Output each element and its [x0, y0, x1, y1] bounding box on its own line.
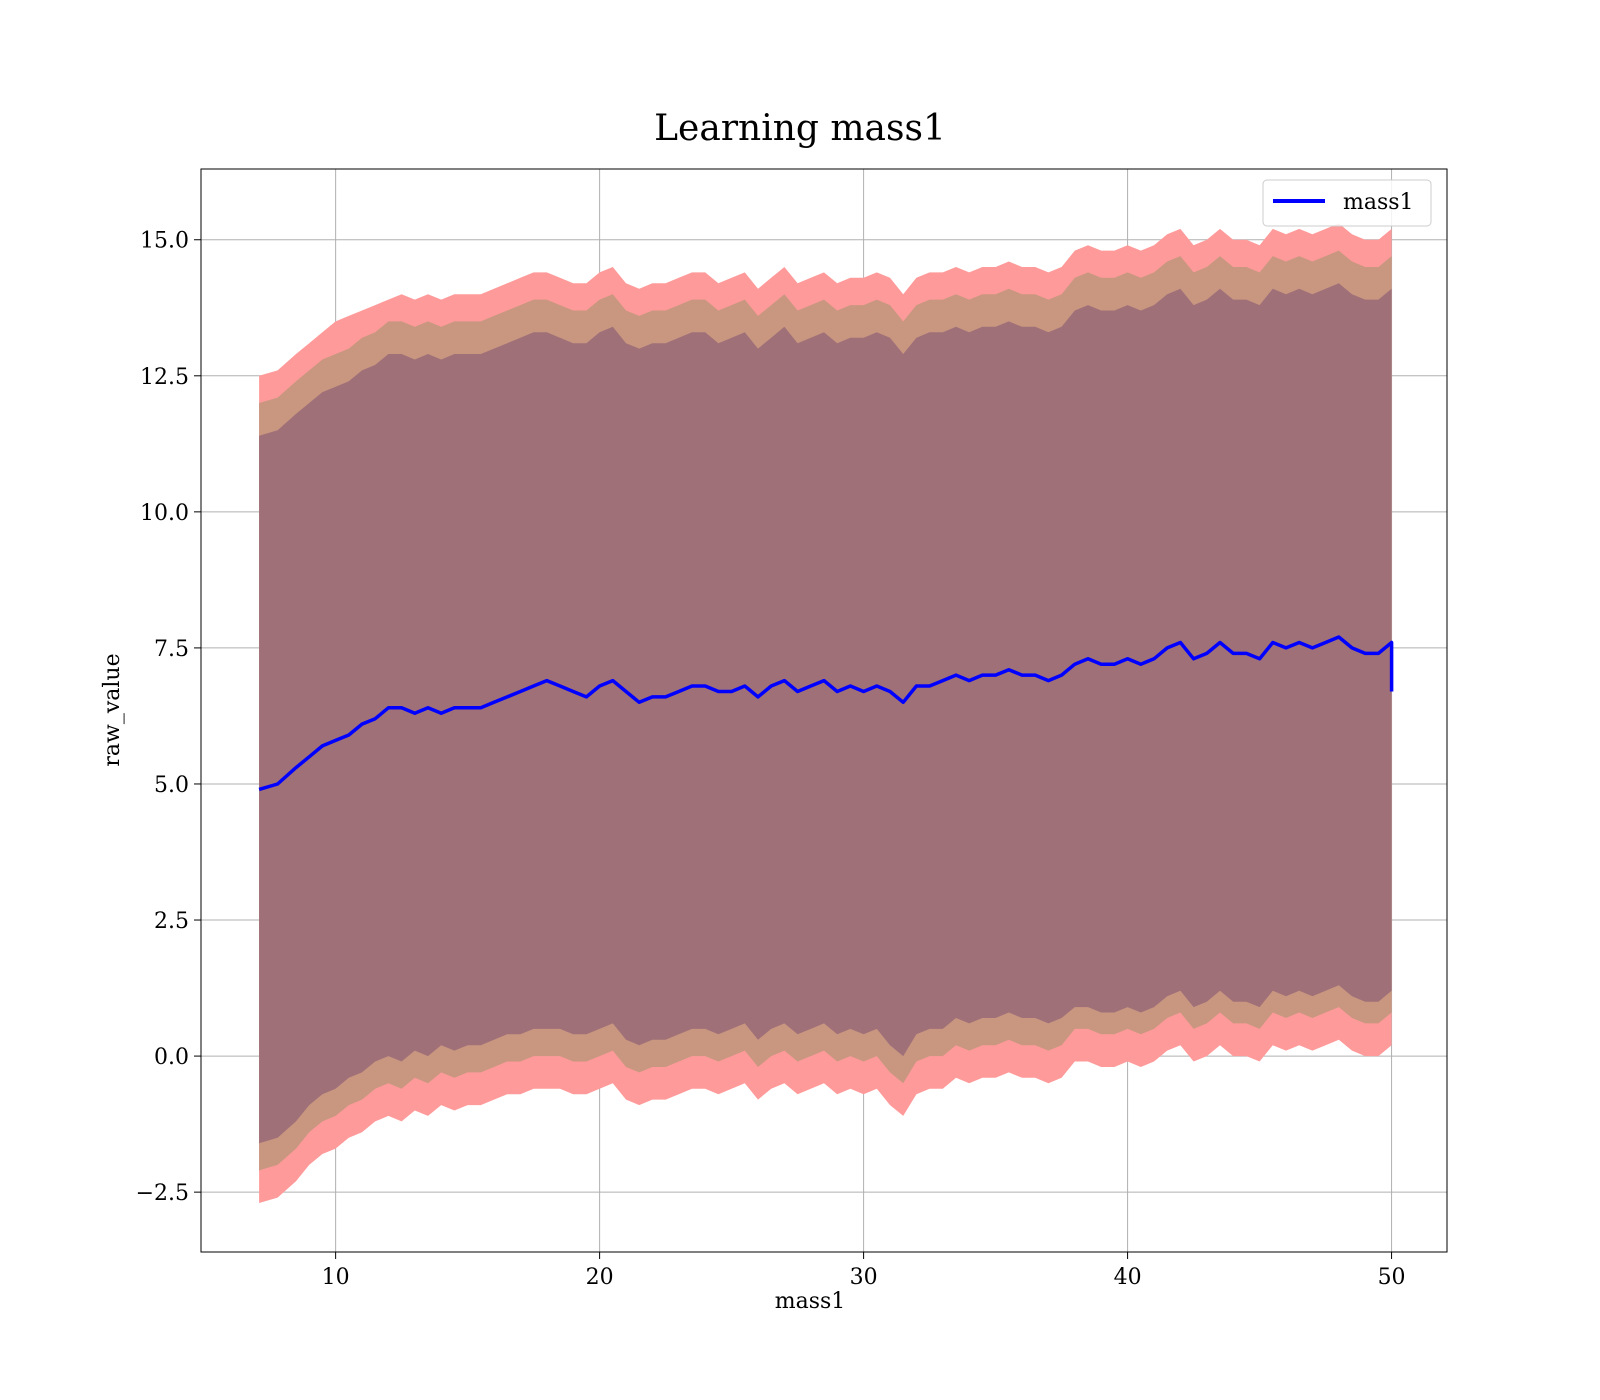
- x-tick-label: 40: [1114, 1265, 1142, 1290]
- y-tick-label: 7.5: [154, 637, 189, 662]
- legend-box: [1262, 179, 1432, 227]
- band-inner: [259, 283, 1392, 1144]
- plot-frame: [200, 168, 1448, 1253]
- y-axis-label: raw_value: [100, 653, 125, 766]
- y-tick-label: 10.0: [140, 501, 189, 526]
- legend-label: mass1: [1343, 190, 1414, 215]
- uncertainty-bands: [259, 223, 1392, 1203]
- y-tick-label: 12.5: [140, 365, 189, 390]
- x-axis-label: mass1: [775, 1289, 846, 1314]
- chart-title: Learning mass1: [654, 108, 946, 149]
- series-lines: [258, 635, 1394, 792]
- y-axis-ticks: −2.5 0.0 2.5 5.0 7.5 10.0 12.5 15.0: [136, 229, 201, 1206]
- legend: mass1: [1262, 179, 1432, 227]
- y-tick-label: 15.0: [140, 229, 189, 254]
- series-line-mass1: [258, 635, 1394, 792]
- y-tick-label: 5.0: [154, 773, 189, 798]
- x-tick-label: 30: [850, 1265, 878, 1290]
- x-tick-label: 50: [1378, 1265, 1406, 1290]
- y-tick-label: −2.5: [136, 1181, 189, 1206]
- y-tick-label: 0.0: [154, 1045, 189, 1070]
- plot-area: [200, 168, 1448, 1253]
- y-tick-label: 2.5: [154, 909, 189, 934]
- x-tick-label: 10: [322, 1265, 350, 1290]
- x-axis-ticks: 10 20 30 40 50: [322, 1252, 1406, 1290]
- x-tick-label: 20: [586, 1265, 614, 1290]
